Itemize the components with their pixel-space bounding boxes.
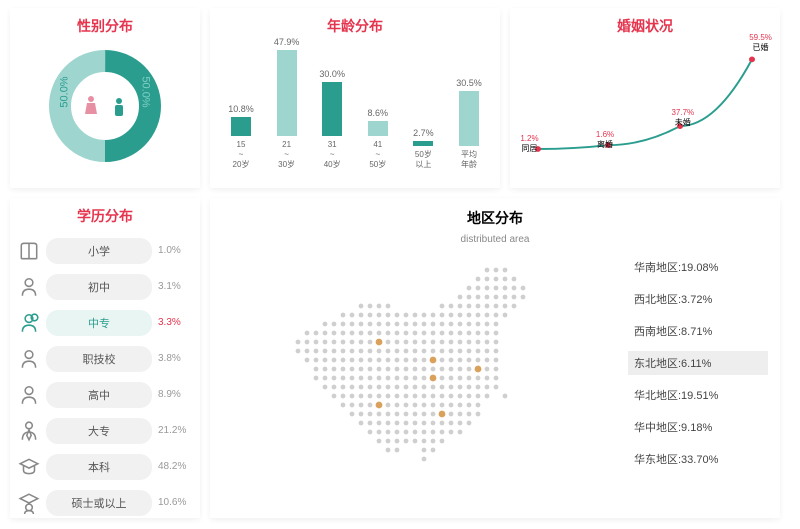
person-ring-icon [18, 312, 40, 334]
age-pct-label: 30.0% [319, 69, 345, 79]
edu-name: 职技校 [46, 346, 152, 372]
age-category-label: 15 ~ 20岁 [233, 140, 250, 170]
person-icon [18, 276, 40, 298]
marriage-point-2: 37.7%未婚 [671, 108, 694, 128]
edu-name: 硕士或以上 [46, 490, 152, 516]
region-item-2[interactable]: 西南地区:8.71% [628, 319, 768, 343]
marriage-card: 婚姻状况 1.2%同居 1.6%离婚 37.7%未婚 59.5%已婚 [510, 8, 780, 188]
education-card: 学历分布 小学 1.0% 初中 3.1% 中专 3.3% 职技校 3.8% 高中 8.9% 大专 21… [10, 198, 200, 518]
edu-pct: 48.2% [158, 461, 192, 472]
edu-name: 本科 [46, 454, 152, 480]
edu-pct: 21.2% [158, 425, 192, 436]
marriage-point-3: 59.5%已婚 [749, 33, 772, 53]
region-list: 华南地区:19.08% 西北地区:3.72% 西南地区:8.71% 东北地区:6.11… [628, 251, 768, 481]
person-icon [18, 348, 40, 370]
edu-name: 初中 [46, 274, 152, 300]
age-bar-rect [322, 82, 342, 136]
age-pct-label: 8.6% [368, 108, 389, 118]
age-bar-3: 8.6% 41 ~ 50岁 [361, 108, 395, 170]
age-category-label: 31 ~ 40岁 [324, 140, 341, 170]
person-icon [18, 384, 40, 406]
edu-name: 中专 [46, 310, 152, 336]
marriage-line: 1.2%同居1.6%离婚37.7%未婚59.5%已婚 [510, 40, 780, 180]
age-bar-1: 47.9% 21 ~ 30岁 [270, 37, 304, 170]
edu-row-4[interactable]: 高中 8.9% [18, 378, 192, 411]
region-item-5[interactable]: 华中地区:9.18% [628, 415, 768, 439]
edu-row-1[interactable]: 初中 3.1% [18, 270, 192, 303]
age-bar-0: 10.8% 15 ~ 20岁 [224, 104, 258, 170]
age-category-label: 41 ~ 50岁 [369, 140, 386, 170]
age-category-label: 平均 年龄 [461, 150, 477, 170]
region-item-0[interactable]: 华南地区:19.08% [628, 255, 768, 279]
age-bar-rect [231, 117, 251, 136]
grad2-icon [18, 492, 40, 514]
edu-name: 大专 [46, 418, 152, 444]
edu-pct: 8.9% [158, 389, 192, 400]
marriage-point-0: 1.2%同居 [520, 134, 538, 154]
age-bars: 10.8% 15 ~ 20岁 47.9% 21 ~ 30岁 30.0% 31 ~ 40岁 8… [210, 40, 500, 178]
edu-row-2[interactable]: 中专 3.3% [18, 306, 192, 339]
age-card: 年龄分布 10.8% 15 ~ 20岁 47.9% 21 ~ 30岁 30.0% 31 ~… [210, 8, 500, 188]
age-bar-4: 2.7% 50岁 以上 [406, 128, 440, 170]
edu-row-3[interactable]: 职技校 3.8% [18, 342, 192, 375]
marriage-point-1: 1.6%离婚 [596, 130, 614, 150]
person-tie-icon [18, 420, 40, 442]
edu-row-7[interactable]: 硕士或以上 10.6% [18, 486, 192, 519]
edu-row-6[interactable]: 本科 48.2% [18, 450, 192, 483]
age-pct-label: 30.5% [456, 78, 482, 88]
edu-pct: 3.8% [158, 353, 192, 364]
age-pct-label: 2.7% [413, 128, 434, 138]
region-item-6[interactable]: 华东地区:33.70% [628, 447, 768, 471]
gender-title: 性别分布 [10, 8, 200, 40]
edu-row-0[interactable]: 小学 1.0% [18, 234, 192, 267]
edu-pct: 10.6% [158, 497, 192, 508]
map-wrap [222, 251, 628, 481]
gender-left-label: 50.0% [59, 76, 71, 107]
edu-name: 高中 [46, 382, 152, 408]
education-list: 小学 1.0% 初中 3.1% 中专 3.3% 职技校 3.8% 高中 8.9% 大专 21.2% 本科… [10, 230, 200, 527]
edu-name: 小学 [46, 238, 152, 264]
dot-map [260, 251, 590, 481]
bottom-row: 学历分布 小学 1.0% 初中 3.1% 中专 3.3% 职技校 3.8% 高中 8.9% 大专 21… [10, 198, 790, 518]
age-pct-label: 10.8% [228, 104, 254, 114]
marriage-title: 婚姻状况 [510, 8, 780, 40]
edu-row-5[interactable]: 大专 21.2% [18, 414, 192, 447]
age-category-label: 50岁 以上 [415, 150, 432, 170]
age-pct-label: 47.9% [274, 37, 300, 47]
gender-card: 性别分布 50.0% 50.0% [10, 8, 200, 188]
region-item-1[interactable]: 西北地区:3.72% [628, 287, 768, 311]
region-card: 地区分布 distributed area 华南地区:19.08% 西北地区:3.… [210, 198, 780, 518]
age-bar-rect [368, 121, 388, 136]
gender-donut: 50.0% 50.0% [45, 46, 165, 166]
book-icon [18, 240, 40, 262]
education-title: 学历分布 [10, 198, 200, 230]
region-item-4[interactable]: 华北地区:19.51% [628, 383, 768, 407]
age-title: 年龄分布 [210, 8, 500, 40]
region-title: 地区分布 [210, 198, 780, 232]
age-bar-2: 30.0% 31 ~ 40岁 [315, 69, 349, 170]
region-subtitle: distributed area [210, 234, 780, 245]
edu-pct: 3.3% [158, 317, 192, 328]
top-row: 性别分布 50.0% 50.0% 年龄 [10, 8, 790, 188]
grad-icon [18, 456, 40, 478]
gender-right-label: 50.0% [139, 76, 151, 107]
age-bar-rect [277, 50, 297, 136]
age-bar-5: 30.5% 平均 年龄 [452, 78, 486, 170]
edu-pct: 1.0% [158, 245, 192, 256]
age-bar-rect [413, 141, 433, 146]
edu-pct: 3.1% [158, 281, 192, 292]
age-category-label: 21 ~ 30岁 [278, 140, 295, 170]
age-bar-rect [459, 91, 479, 146]
region-item-3[interactable]: 东北地区:6.11% [628, 351, 768, 375]
